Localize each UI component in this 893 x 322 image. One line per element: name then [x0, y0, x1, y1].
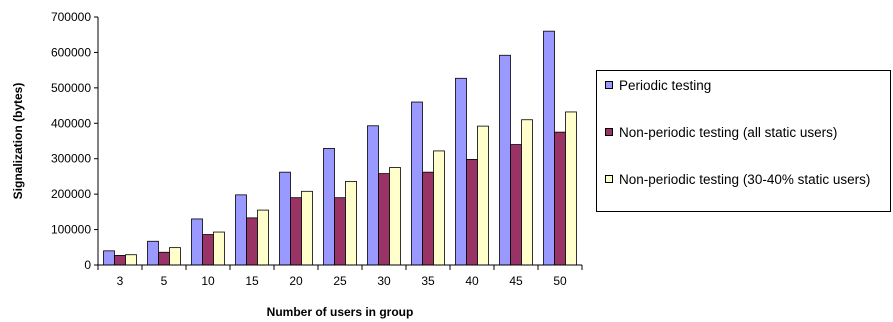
y-tick-label: 200000 [51, 187, 91, 201]
legend-swatch-all-static [605, 128, 613, 136]
bar-series-1-25 [323, 148, 335, 266]
y-tick-label: 300000 [51, 152, 91, 166]
bar-series-2-5 [158, 251, 170, 266]
bar-series-3-25 [345, 180, 357, 266]
x-tick-label: 15 [245, 274, 259, 288]
bar-series-1-3 [103, 250, 115, 266]
x-tick-label: 40 [465, 274, 479, 288]
legend-label-partial-static: Non-periodic testing (30-40% static user… [619, 172, 871, 187]
bar-series-1-15 [235, 194, 247, 266]
x-axis-ticks: 3 5 10 15 20 25 30 35 40 45 50 [97, 265, 583, 288]
x-tick-label: 20 [289, 274, 303, 288]
bar-series-2-35 [422, 171, 434, 266]
bar-series-3-10 [213, 231, 225, 266]
bar-series-1-50 [543, 30, 555, 266]
bar-series-2-45 [510, 144, 522, 266]
x-axis-title: Number of users in group [267, 305, 414, 319]
bar-series-2-25 [334, 197, 346, 266]
bar-series-3-15 [257, 209, 269, 266]
y-axis-ticks: 0 100000 200000 300000 400000 500000 600000 700… [51, 10, 98, 272]
y-tick-label: 400000 [51, 116, 91, 130]
bar-series-2-50 [554, 131, 566, 266]
legend-swatch-periodic [605, 81, 613, 89]
y-axis-title: Signalization (bytes) [11, 83, 25, 200]
x-tick-label: 10 [201, 274, 215, 288]
y-tick-label: 0 [84, 258, 91, 272]
x-tick-label: 35 [421, 274, 435, 288]
legend-label-all-static: Non-periodic testing (all static users) [619, 125, 838, 140]
bar-series-1-10 [191, 218, 203, 266]
legend-item-periodic: Periodic testing [605, 77, 887, 94]
bar-series-1-20 [279, 171, 291, 266]
x-tick-label: 45 [509, 274, 523, 288]
x-tick-label: 25 [333, 274, 347, 288]
bar-series-2-3 [114, 255, 126, 266]
bar-series-1-40 [455, 77, 467, 266]
bar-series-1-5 [147, 240, 159, 266]
bar-series-1-45 [499, 54, 511, 266]
y-tick-label: 700000 [51, 10, 91, 24]
bar-series-2-10 [202, 234, 214, 266]
y-tick-label: 500000 [51, 81, 91, 95]
bar-series-3-35 [433, 150, 445, 266]
bars [103, 30, 577, 266]
bar-series-2-40 [466, 159, 478, 266]
bar-series-3-50 [565, 111, 577, 266]
bar-series-2-15 [246, 217, 258, 266]
y-tick-label: 600000 [51, 45, 91, 59]
bar-series-3-20 [301, 190, 313, 266]
legend-item-partial-static: Non-periodic testing (30-40% static user… [605, 171, 887, 188]
legend-swatch-partial-static [605, 175, 613, 183]
bar-series-2-20 [290, 197, 302, 266]
y-tick-label: 100000 [51, 223, 91, 237]
bar-series-3-30 [389, 167, 401, 266]
bar-series-1-30 [367, 125, 379, 266]
x-tick-label: 5 [161, 274, 168, 288]
bar-series-3-5 [169, 247, 181, 266]
chart-legend: Periodic testing Non-periodic testing (a… [596, 70, 891, 212]
bar-series-2-30 [378, 173, 390, 266]
bar-series-1-35 [411, 101, 423, 266]
x-tick-label: 3 [117, 274, 124, 288]
legend-label-periodic: Periodic testing [619, 78, 712, 93]
x-tick-label: 50 [553, 274, 567, 288]
x-tick-label: 30 [377, 274, 391, 288]
bar-series-3-40 [477, 125, 489, 266]
bar-series-3-3 [125, 254, 137, 266]
legend-item-all-static: Non-periodic testing (all static users) [605, 124, 887, 141]
bar-series-3-45 [521, 119, 533, 266]
